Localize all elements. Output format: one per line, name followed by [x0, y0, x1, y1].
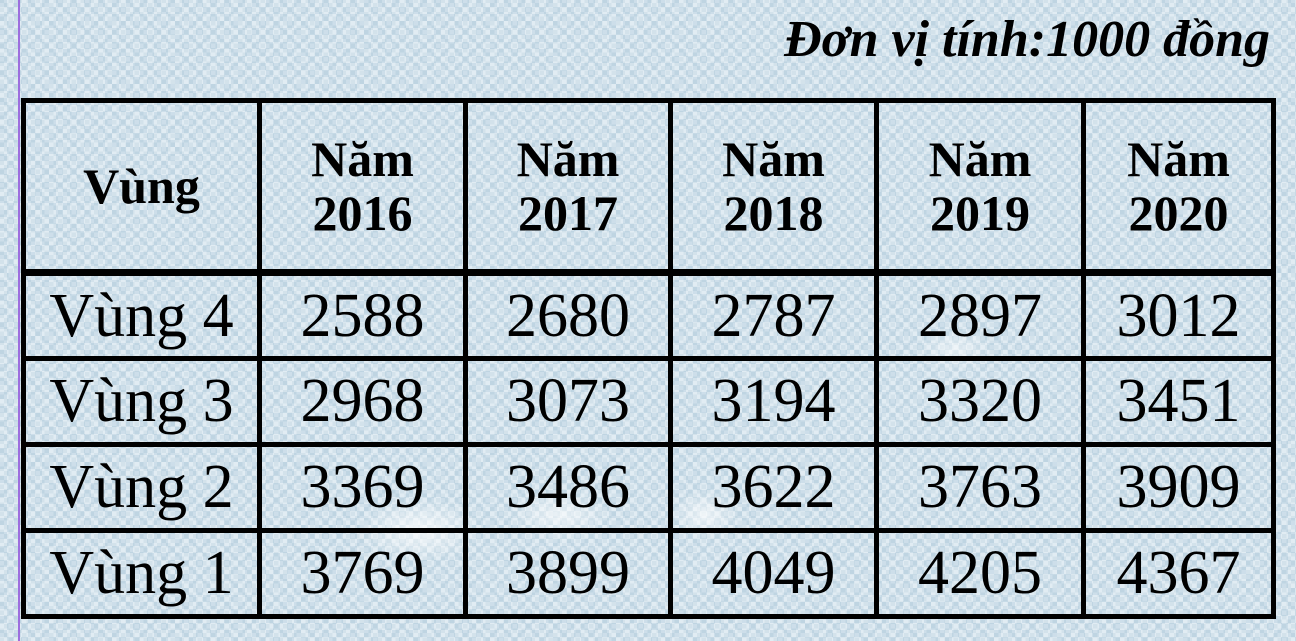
table-row-vung-4: Vùng 4 2588 2680 2787 2897 3012 — [21, 270, 1276, 361]
row-label-vung-3: Vùng 3 — [21, 356, 262, 447]
row-label-vung-2: Vùng 2 — [21, 442, 262, 533]
table-row-vung-3: Vùng 3 2968 3073 3194 3320 3451 — [21, 356, 1276, 447]
cell-vung2-2019: 3763 — [874, 442, 1086, 533]
cell-vung2-2017: 3486 — [463, 442, 673, 533]
unit-caption: Đơn vị tính:1000 đồng — [784, 11, 1270, 68]
cell-vung3-2019: 3320 — [874, 356, 1086, 447]
header-cell-year-2016: Năm 2016 — [257, 98, 468, 276]
cell-vung4-2018: 2787 — [668, 270, 879, 361]
table-row-vung-1: Vùng 1 3769 3899 4049 4205 4367 — [21, 528, 1276, 619]
header-cell-year-2017: Năm 2017 — [463, 98, 673, 276]
cell-vung3-2016: 2968 — [257, 356, 468, 447]
header-row: Vùng Năm 2016 Năm 2017 Năm 2018 Năm 2019… — [21, 98, 1276, 276]
cell-vung2-2018: 3622 — [668, 442, 879, 533]
cell-vung3-2018: 3194 — [668, 356, 879, 447]
header-cell-year-2018: Năm 2018 — [668, 98, 879, 276]
header-cell-year-2019: Năm 2019 — [874, 98, 1086, 276]
cell-vung3-2017: 3073 — [463, 356, 673, 447]
cell-vung1-2019: 4205 — [874, 528, 1086, 619]
cell-vung4-2020: 3012 — [1081, 270, 1276, 361]
row-label-vung-1: Vùng 1 — [21, 528, 262, 619]
left-margin-line — [18, 0, 20, 641]
cell-vung4-2016: 2588 — [257, 270, 468, 361]
cell-vung1-2016: 3769 — [257, 528, 468, 619]
cell-vung4-2019: 2897 — [874, 270, 1086, 361]
cell-vung1-2017: 3899 — [463, 528, 673, 619]
cell-vung2-2020: 3909 — [1081, 442, 1276, 533]
cell-vung2-2016: 3369 — [257, 442, 468, 533]
cell-vung1-2018: 4049 — [668, 528, 879, 619]
cell-vung3-2020: 3451 — [1081, 356, 1276, 447]
data-table: Vùng Năm 2016 Năm 2017 Năm 2018 Năm 2019… — [21, 98, 1276, 619]
row-label-vung-4: Vùng 4 — [21, 270, 262, 361]
header-cell-region: Vùng — [21, 98, 262, 276]
table-row-vung-2: Vùng 2 3369 3486 3622 3763 3909 — [21, 442, 1276, 533]
header-cell-year-2020: Năm 2020 — [1081, 98, 1276, 276]
cell-vung1-2020: 4367 — [1081, 528, 1276, 619]
cell-vung4-2017: 2680 — [463, 270, 673, 361]
